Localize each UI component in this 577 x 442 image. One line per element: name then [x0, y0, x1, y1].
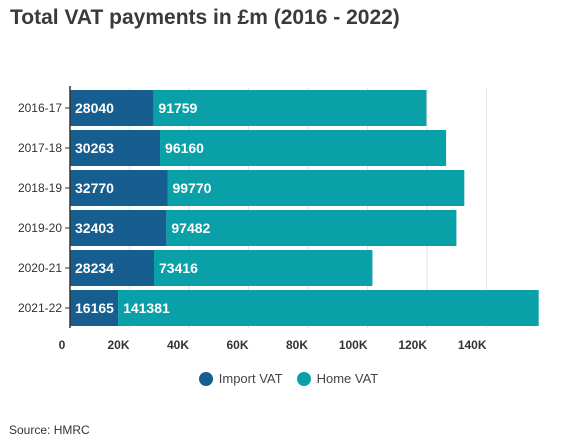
x-tick-label: 40K [167, 338, 189, 352]
data-label: 141381 [123, 300, 170, 316]
bar-home[interactable] [160, 130, 447, 166]
x-tick-label: 60K [226, 338, 248, 352]
data-label: 91759 [158, 100, 197, 116]
bar-import[interactable] [70, 130, 161, 166]
bar-home[interactable] [118, 290, 539, 326]
x-tick-label: 140K [458, 338, 487, 352]
y-tick-label: 2017-18 [18, 141, 62, 155]
y-tick-label: 2019-20 [18, 221, 62, 235]
data-label: 30263 [75, 140, 114, 156]
chart-title: Total VAT payments in £m (2016 - 2022) [10, 6, 400, 29]
legend-label-home: Home VAT [316, 371, 379, 386]
data-label: 96160 [165, 140, 204, 156]
bar-home[interactable] [153, 90, 427, 126]
y-tick-label: 2016-17 [18, 101, 62, 115]
legend-item-import[interactable]: Import VAT [198, 371, 283, 386]
x-tick-label: 20K [107, 338, 129, 352]
bar-import[interactable] [70, 290, 119, 326]
data-label: 73416 [159, 260, 198, 276]
data-label: 28040 [75, 100, 114, 116]
bar-import[interactable] [70, 90, 154, 126]
bar-home[interactable] [166, 210, 457, 246]
legend-swatch-import [198, 371, 213, 386]
y-tick-label: 2020-21 [18, 261, 62, 275]
x-tick-label: 100K [339, 338, 368, 352]
bar-import[interactable] [70, 250, 154, 286]
data-label: 32403 [75, 220, 114, 236]
bar-home[interactable] [153, 250, 373, 286]
data-label: 97482 [171, 220, 210, 236]
bar-home[interactable] [167, 170, 465, 206]
legend-swatch-home [296, 371, 311, 386]
x-tick-label: 0 [59, 338, 66, 352]
bar-import[interactable] [70, 210, 167, 246]
x-tick-label: 120K [398, 338, 427, 352]
legend-label-import: Import VAT [218, 371, 283, 386]
y-tick-label: 2021-22 [18, 301, 62, 315]
y-tick-label: 2018-19 [18, 181, 62, 195]
stacked-bar-chart: 28040 91759 30263 96160 32770 99770 32403 97482… [18, 86, 539, 352]
data-label: 99770 [172, 180, 211, 196]
data-label: 16165 [75, 300, 114, 316]
x-tick-label: 80K [286, 338, 308, 352]
legend-item-home[interactable]: Home VAT [296, 371, 379, 386]
source-note: Source: HMRC [9, 423, 90, 437]
data-label: 28234 [75, 260, 114, 276]
bar-import[interactable] [70, 170, 168, 206]
data-label: 32770 [75, 180, 114, 196]
chart-legend: Import VAT Home VAT [0, 371, 577, 386]
